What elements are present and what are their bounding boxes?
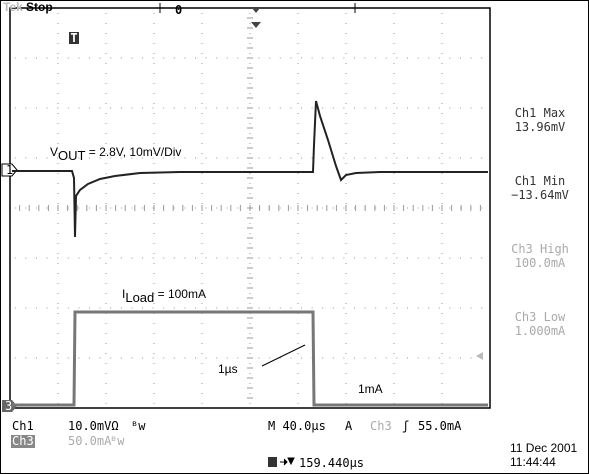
- position-icon: [268, 457, 277, 467]
- view-marker: [252, 8, 260, 13]
- run-state: Stop: [26, 0, 53, 14]
- ch1-scale: 10.0mVΩ: [68, 419, 119, 433]
- trigger-marker-box: [69, 32, 79, 44]
- trigger-marker: T: [70, 31, 77, 45]
- meas-label: Ch1 Min: [515, 174, 566, 188]
- trigger-source: Ch3: [370, 419, 392, 433]
- trigger-time-marker: [251, 22, 261, 28]
- iload-annotation: ILoad = 100mA: [122, 287, 206, 305]
- vout-main: V: [50, 145, 58, 159]
- rise-annotation: 1µs: [218, 362, 238, 376]
- trigger-mode: A: [345, 419, 353, 433]
- meas-label: Ch3 Low: [515, 310, 566, 324]
- trigger-position: 0: [175, 3, 182, 17]
- position-arrow: [280, 457, 295, 466]
- brand: Tek: [3, 0, 23, 14]
- ch1-marker-label: 1: [6, 163, 13, 177]
- vout-sub: OUT: [58, 148, 86, 163]
- ch3-trace: [12, 310, 488, 407]
- meas-value: 100.0mA: [515, 256, 566, 270]
- ch1-marker: [1, 163, 18, 177]
- time: 11:44:44: [510, 455, 556, 469]
- ch3-name-box: [11, 435, 35, 448]
- position: 159.440µs: [299, 456, 364, 470]
- date: 11 Dec 2001: [510, 441, 577, 455]
- vout-annotation: VOUT = 2.8V, 10mV/Div: [50, 145, 181, 163]
- meas-value: 1.000mA: [515, 324, 566, 338]
- graticule: [9, 7, 490, 409]
- ch3-scale: 50.0mA: [68, 434, 112, 448]
- trigger-level: 55.0mA: [418, 419, 462, 433]
- ch1-name: Ch1: [12, 419, 34, 433]
- meas-label: Ch3 High: [511, 242, 569, 256]
- ch1-trace: [12, 100, 488, 238]
- iload-main: I: [122, 287, 125, 301]
- iload-rest: = 100mA: [154, 287, 206, 301]
- ch3-bw: ᴮw: [110, 434, 125, 448]
- low-annotation: 1mA: [358, 382, 383, 396]
- meas-value: −13.64mV: [511, 188, 569, 202]
- callout-line: [261, 344, 306, 367]
- ch3-marker-label: 3: [5, 399, 12, 413]
- ch3-name: Ch3: [12, 434, 34, 448]
- trigger-slope: ʃ: [402, 419, 409, 433]
- meas-label: Ch1 Max: [515, 106, 566, 120]
- vout-rest: = 2.8V, 10mV/Div: [85, 145, 181, 159]
- trigger-level-marker: [476, 352, 483, 360]
- iload-sub: Load: [125, 290, 154, 305]
- ch1-bw: ᴮw: [131, 419, 146, 433]
- ch3-marker: [2, 400, 17, 412]
- timebase: M 40.0µs: [268, 419, 326, 433]
- meas-value: 13.96mV: [515, 120, 566, 134]
